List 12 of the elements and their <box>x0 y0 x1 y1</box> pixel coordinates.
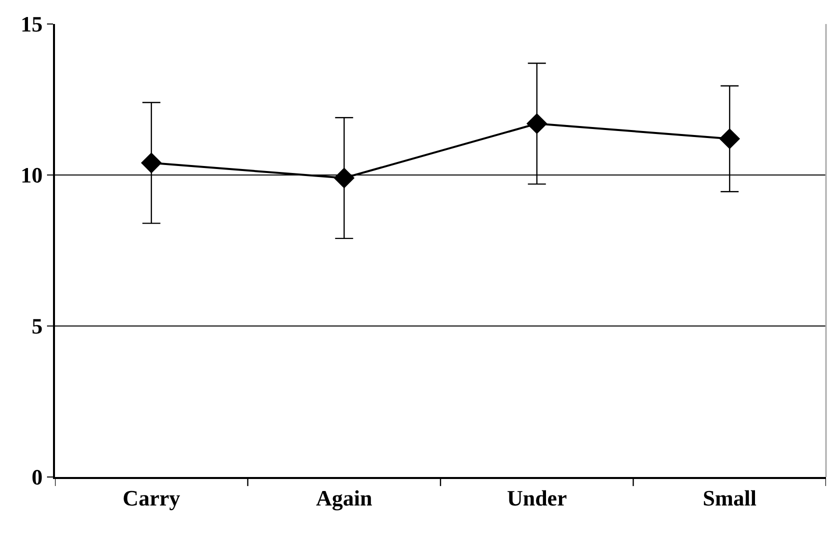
x-tick-label: Carry <box>122 485 180 510</box>
point <box>719 128 740 150</box>
point <box>334 168 355 188</box>
x-tick-label: Again <box>316 485 372 510</box>
y-tick-label: 5 <box>32 314 43 339</box>
x-tick-label: Under <box>506 485 568 510</box>
point <box>140 152 162 174</box>
y-tick-label: 0 <box>32 464 43 490</box>
y-tick-label: 10 <box>20 162 43 188</box>
y-tick-label: 15 <box>20 12 43 37</box>
x-tick-label: Small <box>702 485 757 510</box>
point <box>526 113 548 134</box>
